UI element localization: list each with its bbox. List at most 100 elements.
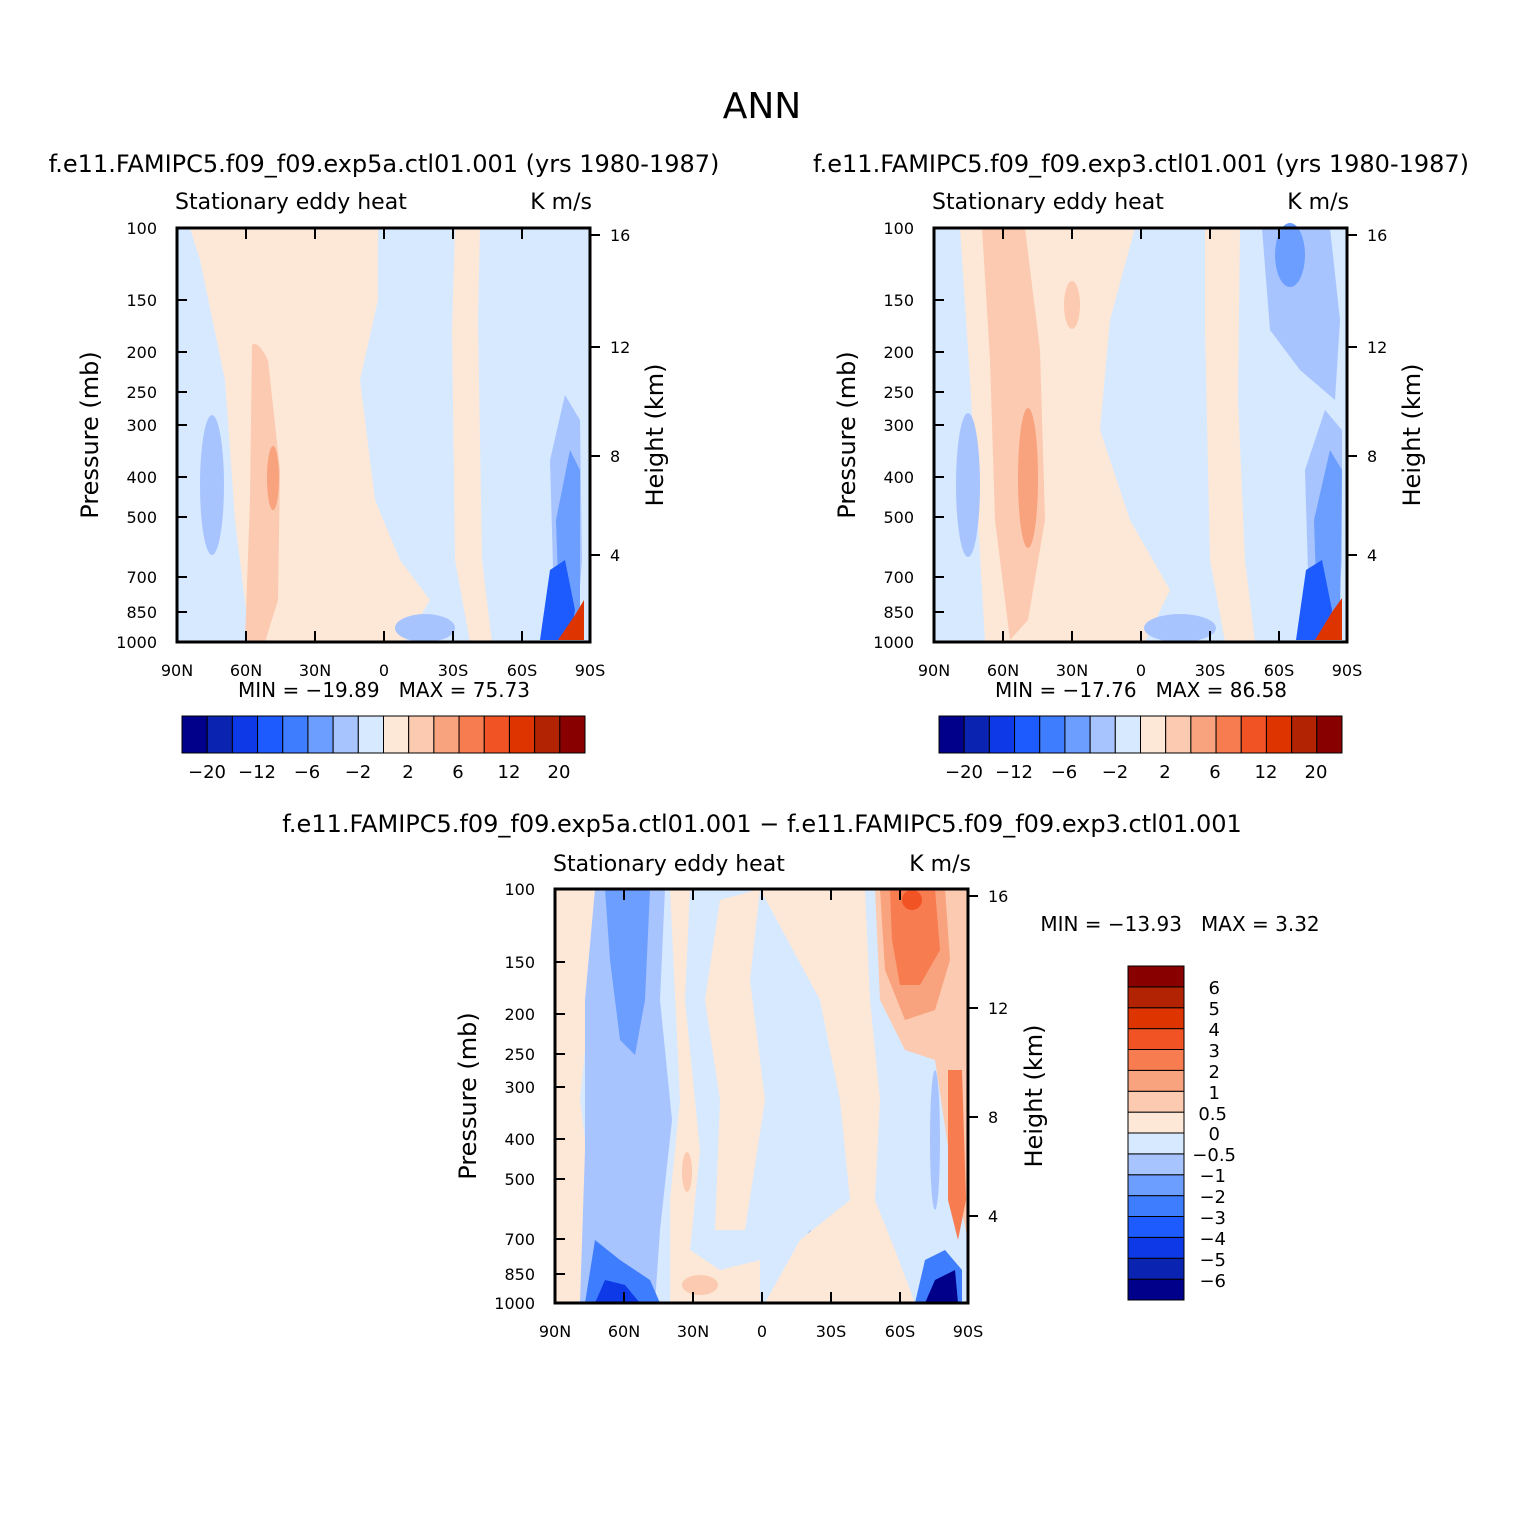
- colorbar-swatch: [181, 715, 208, 754]
- panel-1-right-label: K m/s: [530, 190, 592, 215]
- panel-3-y2-tick: 12: [988, 999, 1008, 1018]
- panel-3-max: MAX = 3.32: [1201, 912, 1320, 936]
- panel-1-title: f.e11.FAMIPC5.f09_f09.exp5a.ctl01.001 (y…: [49, 150, 720, 178]
- panel-3-y-tick: 300: [504, 1078, 535, 1097]
- panel-2-colorbar-label: −2: [1102, 762, 1129, 783]
- panel-3-colorbar-label: −6: [1199, 1271, 1226, 1292]
- panel-3-colorbar-label: −0.5: [1192, 1145, 1236, 1166]
- panel-3-min-max: MIN = −13.93 MAX = 3.32: [1040, 912, 1319, 936]
- panel-3-colorbar-label: 2: [1209, 1062, 1220, 1083]
- panel-2-x-tick: 60N: [987, 661, 1019, 680]
- panel-2-ticks: [933, 228, 1357, 642]
- colorbar-swatch: [1127, 1195, 1185, 1217]
- panel-1-y2-tick: 8: [610, 447, 620, 466]
- panel-3-x-tick: 30N: [677, 1322, 709, 1341]
- panel-2-y-tick: 200: [883, 343, 914, 362]
- panel-2-y-tick: 1000: [873, 633, 914, 652]
- colorbar-swatch: [559, 715, 586, 754]
- panel-3-title: f.e11.FAMIPC5.f09_f09.exp5a.ctl01.001 − …: [282, 810, 1242, 838]
- colorbar-swatch: [1127, 1007, 1185, 1030]
- panel-3-min: MIN = −13.93: [1040, 912, 1182, 936]
- panel-3-colorbar-label: −2: [1199, 1187, 1226, 1208]
- panel-3-colorbar-labels: 6 5 4 3 2 1 0.5 0 −0.5 −1 −2 −3 −4 −5 −6: [1192, 978, 1236, 1292]
- panel-1-ticks: [176, 228, 600, 642]
- panel-1-negative-polar-max: [540, 560, 575, 640]
- panel-3-ylabel-right: Height (km): [1020, 1025, 1048, 1168]
- panel-1-negative-cell: [200, 415, 224, 555]
- panel-1-negative-low: [395, 614, 455, 642]
- colorbar-swatch: [1114, 715, 1141, 754]
- panel-3-positive-upper-max: [890, 889, 940, 985]
- colorbar-swatch: [1190, 715, 1217, 754]
- colorbar-swatch: [206, 715, 233, 754]
- panel-2-y2-tick: 16: [1367, 226, 1387, 245]
- panel-3-x-tick: 60S: [885, 1322, 916, 1341]
- panel-2-x-tick: 30N: [1056, 661, 1088, 680]
- panel-2-max: MAX = 86.58: [1156, 678, 1287, 702]
- panel-1-colorbar-label: 20: [548, 762, 571, 783]
- panel-2-y-tick-labels: 100 150 200 250 300 400 500 700 850 1000: [873, 219, 914, 652]
- panel-2-x-tick: 60S: [1264, 661, 1295, 680]
- panel-3-negative-polar-max: [925, 1270, 958, 1303]
- colorbar-swatch: [1316, 715, 1343, 754]
- panel-3-colorbar-label: −1: [1199, 1166, 1226, 1187]
- panel-1-colorbar-label: −2: [345, 762, 372, 783]
- panel-2-x-tick: 30S: [1195, 661, 1226, 680]
- panel-3-x-tick: 0: [757, 1322, 767, 1341]
- panel-3-y2-tick: 4: [988, 1207, 998, 1226]
- panel-3-positive-upper-peak: [902, 890, 922, 910]
- panel-3-y2-tick: 8: [988, 1108, 998, 1127]
- panel-1-positive-band-sh: [452, 228, 492, 642]
- panel-3-y-tick: 150: [504, 953, 535, 972]
- colorbar-swatch: [1127, 1049, 1185, 1071]
- panel-1-y-tick-labels: 100 150 200 250 300 400 500 700 850 1000: [116, 219, 157, 652]
- panel-1-x-tick: 0: [379, 661, 389, 680]
- panel-1-y-tick: 200: [126, 343, 157, 362]
- colorbar-swatch: [938, 715, 965, 754]
- panel-1-x-tick: 30N: [299, 661, 331, 680]
- panel-3-ylabel: Pressure (mb): [454, 1012, 482, 1179]
- colorbar-swatch: [1127, 986, 1185, 1009]
- panel-3-y-tick: 1000: [494, 1294, 535, 1313]
- panel-2-y-tick: 700: [883, 568, 914, 587]
- panel-3-y2-tick-labels: 16 12 8 4: [988, 887, 1008, 1226]
- panel-1-x-tick: 60S: [507, 661, 538, 680]
- colorbar-swatch: [508, 715, 536, 754]
- colorbar-swatch: [332, 715, 359, 754]
- colorbar-swatch: [1014, 715, 1041, 754]
- panel-1-max: MAX = 75.73: [399, 678, 530, 702]
- colorbar-swatch: [433, 715, 460, 754]
- panel-1-x-tick: 30S: [438, 661, 469, 680]
- panel-1-y-tick: 500: [126, 508, 157, 527]
- colorbar-swatch: [1127, 1278, 1185, 1301]
- panel-2-colorbar-label: −20: [945, 762, 983, 783]
- colorbar-swatch: [408, 715, 435, 754]
- panel-1-y-tick: 1000: [116, 633, 157, 652]
- panel-1-y2-tick-labels: 16 12 8 4: [610, 226, 630, 565]
- panel-1-y-tick: 850: [126, 603, 157, 622]
- panel-2-y-tick: 300: [883, 416, 914, 435]
- colorbar-swatch: [1127, 1132, 1185, 1155]
- panel-1-positive-max: [267, 446, 279, 510]
- page-title: ANN: [723, 86, 802, 127]
- panel-3-colorbar-label: 1: [1209, 1083, 1220, 1104]
- panel-2-colorbar-label: 20: [1305, 762, 1328, 783]
- panel-3-y-tick: 850: [504, 1265, 535, 1284]
- panel-1-colorbar-labels: −20 −12 −6 −2 2 6 12 20: [188, 762, 570, 783]
- panel-1-plot: 90N 60N 30N 0 30S 60S 90S 100 150 200 25…: [76, 219, 669, 680]
- panel-1-y-tick: 250: [126, 383, 157, 402]
- panel-1-min: MIN = −19.89: [238, 678, 380, 702]
- panel-2-y2-tick-labels: 16 12 8 4: [1367, 226, 1387, 565]
- panel-2-colorbar-label: −6: [1051, 762, 1078, 783]
- panel-1-x-tick: 90S: [575, 661, 606, 680]
- colorbar-swatch: [307, 715, 334, 754]
- panel-2-x-tick-labels: 90N 60N 30N 0 30S 60S 90S: [918, 661, 1362, 680]
- panel-3-colorbar-label: 5: [1209, 999, 1220, 1020]
- panel-2-y-tick: 250: [883, 383, 914, 402]
- panel-1-colorbar-label: 12: [498, 762, 521, 783]
- panel-2-title: f.e11.FAMIPC5.f09_f09.exp3.ctl01.001 (yr…: [813, 150, 1469, 178]
- colorbar-swatch: [1127, 1153, 1185, 1176]
- colorbar-swatch: [1039, 715, 1066, 754]
- colorbar-swatch: [1240, 715, 1267, 754]
- panel-3-x-tick: 60N: [608, 1322, 640, 1341]
